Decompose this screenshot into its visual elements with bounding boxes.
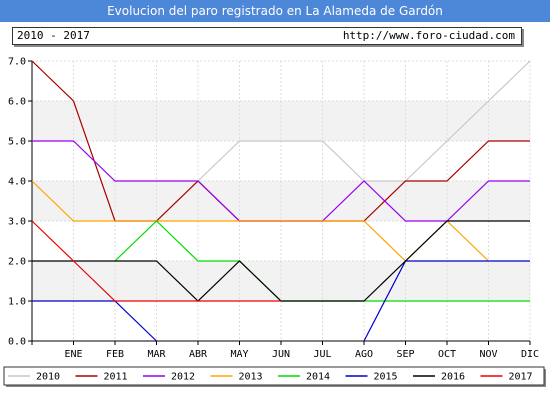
- series-line-2015: [32, 300, 157, 342]
- legend-box: [3, 366, 545, 386]
- y-tick-label: 5.0: [8, 137, 26, 148]
- x-tick-label: MAR: [147, 349, 166, 360]
- x-tick-label: JUN: [272, 349, 290, 360]
- y-tick-label: 6.0: [8, 97, 26, 108]
- x-tick-label: AGO: [355, 349, 373, 360]
- y-tick-label: 4.0: [8, 177, 26, 188]
- legend-label-2011: 2011: [104, 372, 128, 383]
- y-tick-label: 1.0: [8, 297, 26, 308]
- x-tick-label: NOV: [479, 349, 497, 360]
- x-tick-label: SEP: [396, 349, 414, 360]
- y-tick-label: 7.0: [8, 57, 26, 68]
- series-line-2017: [31, 220, 281, 302]
- legend-label-2015: 2015: [374, 372, 398, 383]
- x-tick-label: FEB: [106, 349, 124, 360]
- y-tick-label: 2.0: [8, 257, 26, 268]
- series-line-2015: [363, 260, 530, 342]
- x-tick-label: OCT: [438, 349, 456, 360]
- legend-label-2014: 2014: [306, 372, 330, 383]
- y-tick-label: 3.0: [8, 217, 26, 228]
- title-bar: Evolucion del paro registrado en La Alam…: [0, 0, 550, 22]
- info-box: 2010 - 2017 http://www.foro-ciudad.com: [12, 27, 522, 45]
- legend-label-2016: 2016: [441, 372, 465, 383]
- site-url[interactable]: http://www.foro-ciudad.com: [342, 29, 515, 42]
- legend-label-2012: 2012: [171, 372, 195, 383]
- series-2017: [31, 220, 281, 302]
- period-label: 2010 - 2017: [17, 29, 90, 42]
- legend-label-2010: 2010: [36, 372, 60, 383]
- series-line-2010: [156, 60, 531, 222]
- series-2010: [156, 60, 531, 222]
- legend-label-2013: 2013: [239, 372, 263, 383]
- x-tick-label: DIC: [521, 349, 539, 360]
- series-2015: [32, 260, 530, 342]
- x-tick-label: JUL: [313, 349, 331, 360]
- x-tick-label: MAY: [230, 349, 248, 360]
- chart-title: Evolucion del paro registrado en La Alam…: [107, 4, 443, 18]
- x-tick-label: ENE: [64, 349, 82, 360]
- legend-label-2017: 2017: [509, 372, 533, 383]
- x-tick-label: ABR: [189, 349, 208, 360]
- y-tick-label: 0.0: [8, 337, 26, 348]
